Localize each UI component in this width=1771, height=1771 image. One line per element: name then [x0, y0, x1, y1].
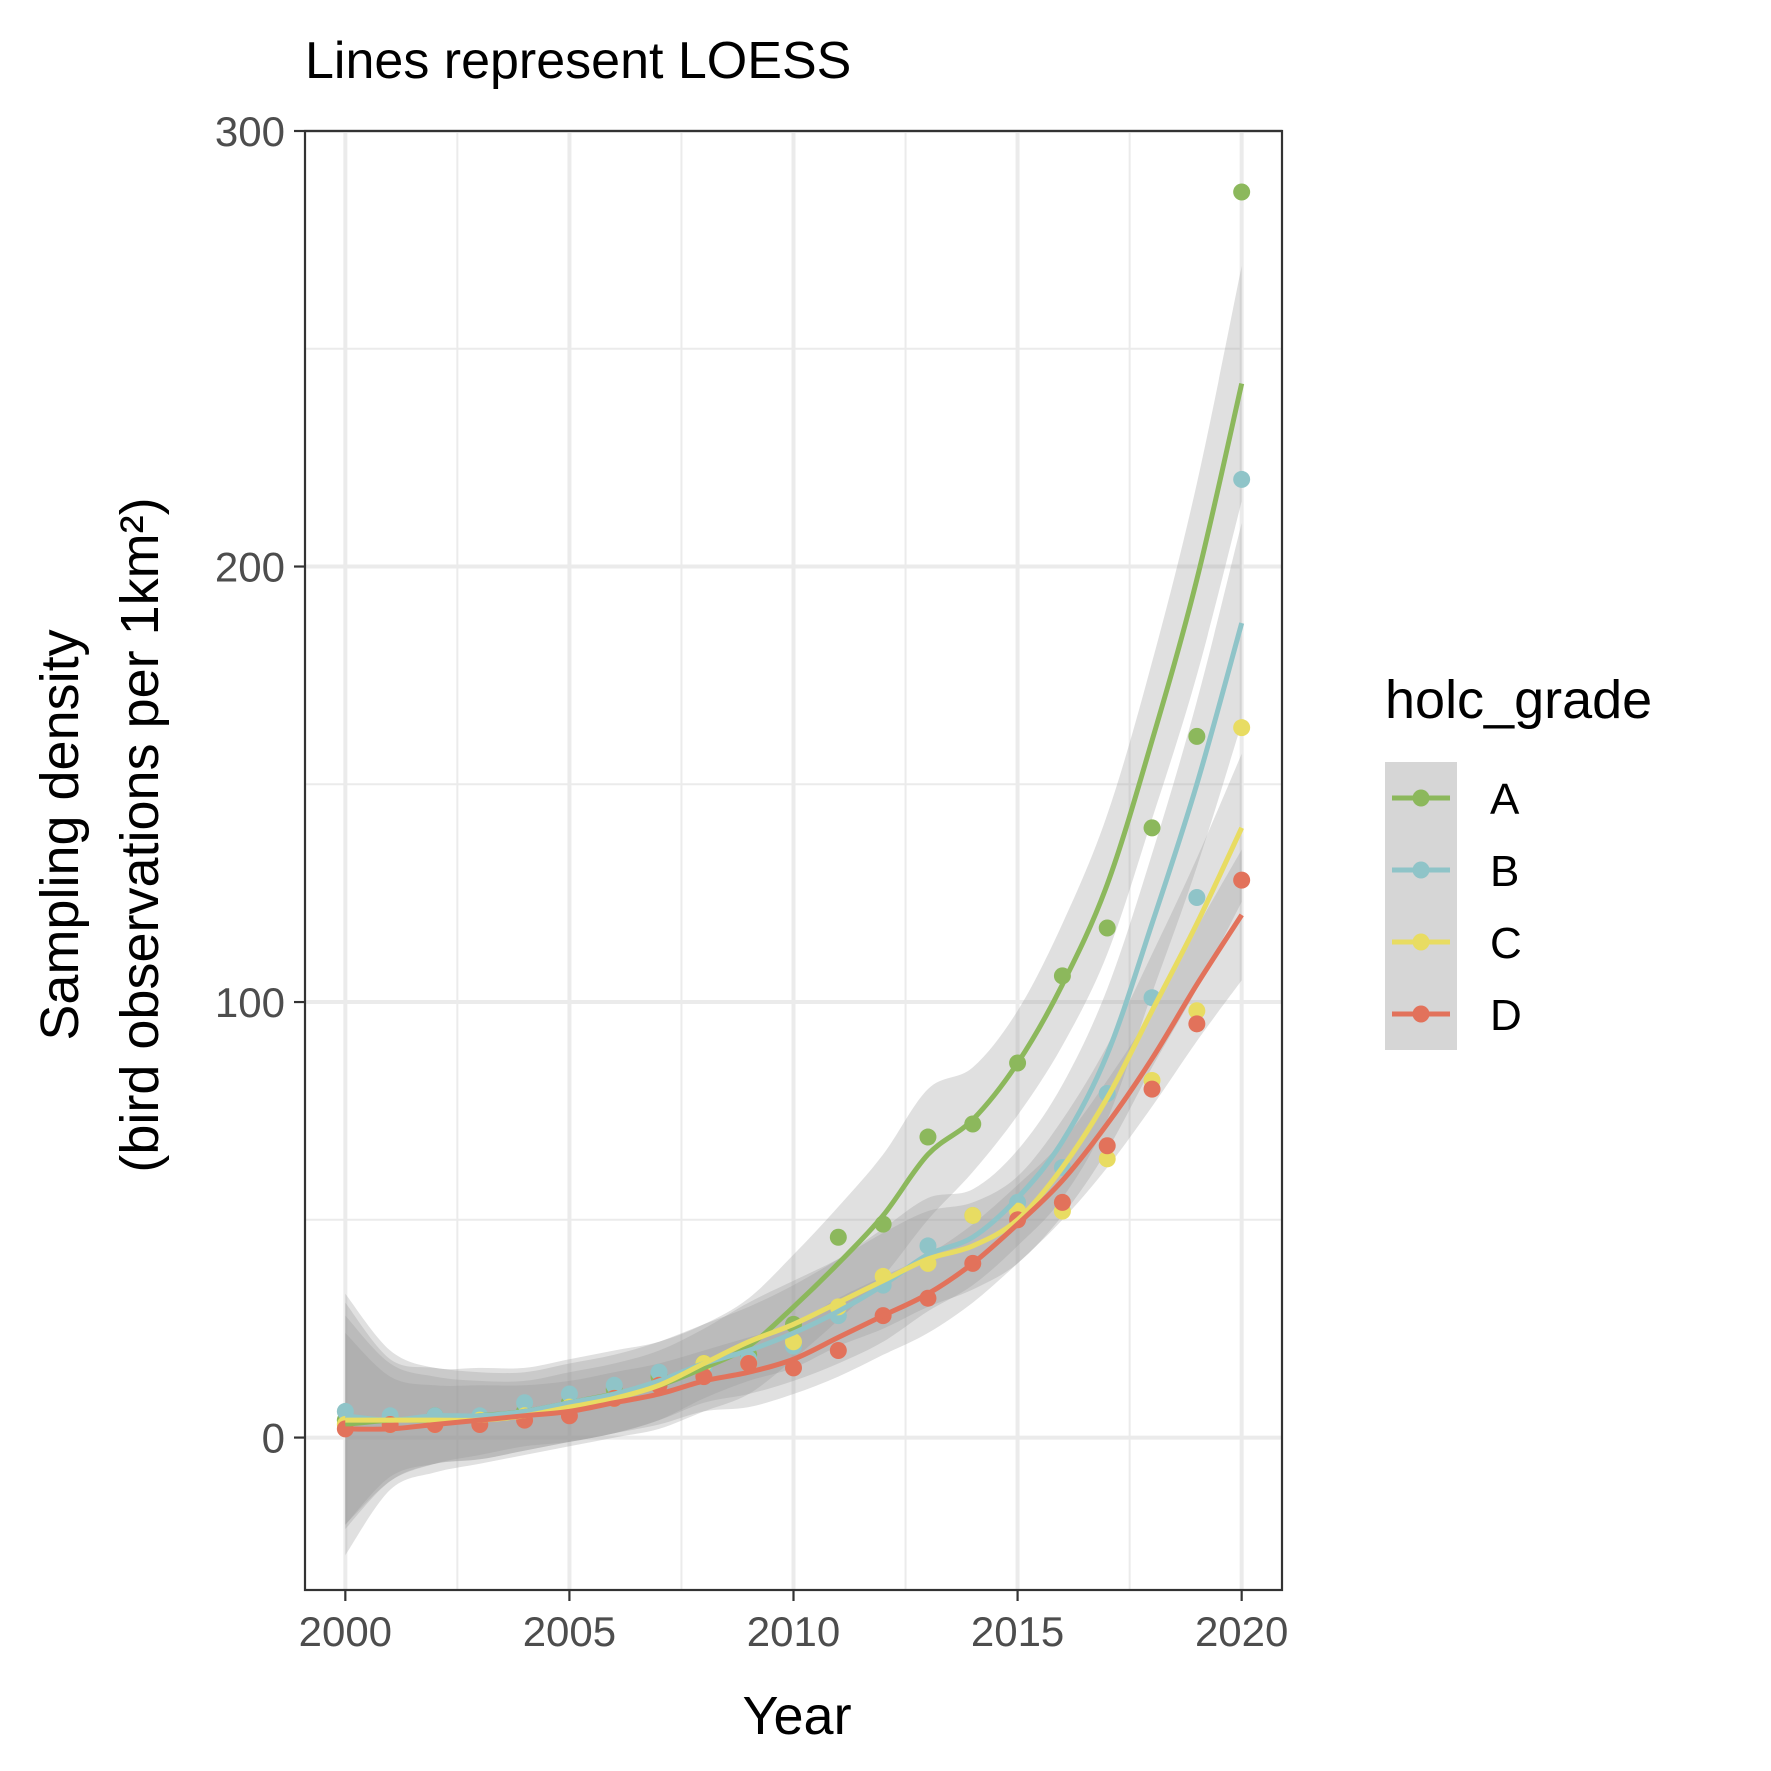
point-B — [560, 1385, 578, 1403]
legend-label-A: A — [1490, 775, 1520, 824]
x-tick-label: 2010 — [747, 1608, 840, 1655]
legend-key-point-B — [1412, 861, 1430, 879]
y-tick-label: 300 — [215, 108, 285, 155]
point-D — [1188, 1015, 1206, 1033]
point-D — [740, 1355, 758, 1373]
point-C — [1188, 1002, 1206, 1020]
x-tick-label: 2015 — [971, 1608, 1064, 1655]
chart-title: Lines represent LOESS — [305, 32, 851, 90]
point-B — [1233, 470, 1251, 488]
y-axis-label-line-1: Sampling density — [30, 629, 90, 1040]
legend-label-C: C — [1490, 919, 1522, 968]
point-A — [1143, 819, 1161, 837]
y-axis: 0 100 200 300 — [215, 108, 305, 1462]
point-A — [1233, 183, 1251, 201]
x-tick-label: 2020 — [1195, 1608, 1288, 1655]
point-D — [1143, 1080, 1161, 1098]
point-B — [1188, 889, 1206, 907]
point-D — [829, 1341, 847, 1359]
point-B — [605, 1376, 623, 1394]
x-axis-label: Year — [742, 1686, 851, 1746]
x-tick-label: 2000 — [299, 1608, 392, 1655]
point-D — [1098, 1137, 1116, 1155]
point-C — [964, 1206, 982, 1224]
legend-key-point-A — [1412, 789, 1430, 807]
legend-label-D: D — [1490, 991, 1522, 1040]
point-B — [650, 1363, 668, 1381]
point-A — [1098, 919, 1116, 937]
point-D — [1053, 1193, 1071, 1211]
point-C — [1098, 1150, 1116, 1168]
point-D — [785, 1359, 802, 1377]
x-axis: 2000 2005 2010 2015 2020 — [299, 1590, 1288, 1655]
x-tick-label: 2005 — [523, 1608, 616, 1655]
point-A — [829, 1228, 847, 1246]
loess-line-B — [345, 622, 1245, 1423]
y-axis-label: (bird observations per 1km²) — [110, 497, 170, 1172]
point-A — [919, 1128, 937, 1146]
point-B — [516, 1394, 534, 1412]
legend-label-B: B — [1490, 847, 1519, 896]
y-tick-label: 200 — [215, 544, 285, 591]
loess-line-D — [345, 913, 1244, 1432]
ribbon-D — [345, 849, 1242, 1525]
legend-key-point-C — [1412, 933, 1430, 951]
legend-title: holc_grade — [1385, 670, 1652, 730]
point-A — [1188, 727, 1206, 745]
point-A — [964, 1115, 982, 1133]
y-axis-label: Sampling density — [30, 629, 90, 1040]
y-tick-label: 0 — [262, 1415, 285, 1462]
loess-lines — [345, 383, 1245, 1432]
y-axis-label-line-2: (bird observations per 1km²) — [110, 497, 170, 1172]
y-tick-label: 100 — [215, 979, 285, 1026]
legend-key-point-D — [1412, 1005, 1430, 1023]
point-C — [1233, 719, 1251, 737]
point-D — [1233, 871, 1251, 889]
